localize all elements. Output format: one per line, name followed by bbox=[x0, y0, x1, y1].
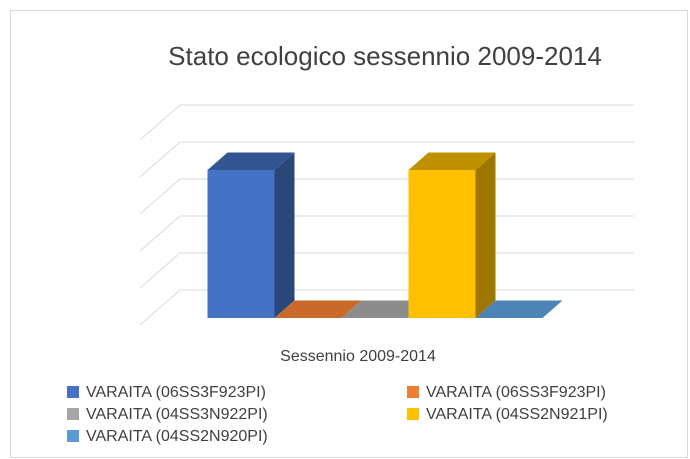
chart-title: Stato ecologico sessennio 2009-2014 bbox=[168, 41, 602, 71]
legend-swatch bbox=[67, 408, 79, 420]
legend-label: VARAITA (04SS2N920PI) bbox=[86, 428, 268, 445]
legend-swatch bbox=[67, 386, 79, 398]
bar-top bbox=[274, 300, 362, 318]
bar-front bbox=[207, 170, 275, 318]
x-tick-label: Sessennio 2009-2014 bbox=[280, 348, 436, 365]
legend-swatch bbox=[407, 408, 419, 420]
grid-line bbox=[139, 141, 634, 178]
bar-top bbox=[475, 300, 563, 318]
bar bbox=[274, 300, 362, 318]
bar-top bbox=[207, 152, 295, 170]
bar bbox=[341, 300, 429, 318]
bar bbox=[475, 300, 563, 318]
bar-side bbox=[475, 152, 496, 318]
legend-swatch bbox=[407, 386, 419, 398]
legend-swatch bbox=[67, 430, 79, 442]
bar-top bbox=[341, 300, 429, 318]
chart-border bbox=[10, 10, 688, 458]
bar-top bbox=[408, 152, 496, 170]
grid-line bbox=[139, 104, 634, 141]
bar bbox=[408, 152, 496, 318]
bar-front bbox=[408, 170, 476, 318]
bar bbox=[207, 152, 295, 318]
bar-side bbox=[274, 152, 295, 318]
legend-label: VARAITA (06SS3F923PI) bbox=[86, 384, 266, 401]
legend-label: VARAITA (06SS3F923PI) bbox=[426, 384, 606, 401]
legend-label: VARAITA (04SS2N921PI) bbox=[426, 406, 608, 423]
legend-label: VARAITA (04SS3N922PI) bbox=[86, 406, 268, 423]
